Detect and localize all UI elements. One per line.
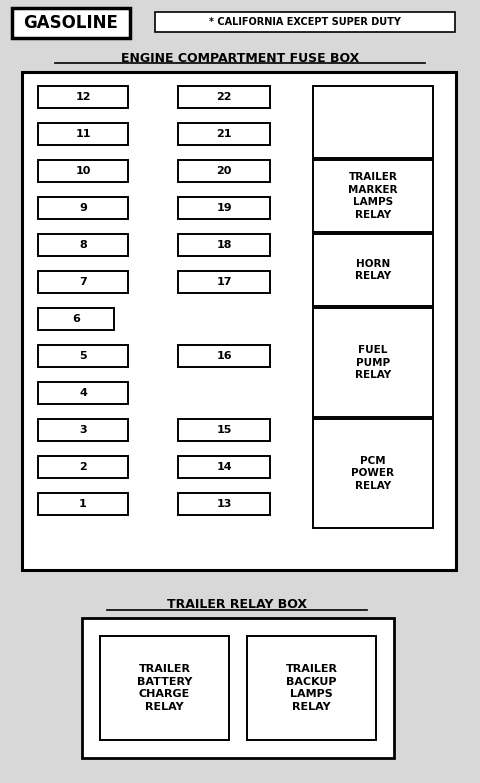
Text: 16: 16	[216, 351, 232, 361]
Text: 2: 2	[79, 462, 87, 472]
Bar	[38, 419, 128, 441]
Bar	[38, 493, 128, 515]
Bar	[38, 86, 128, 108]
Text: * CALIFORNIA EXCEPT SUPER DUTY: * CALIFORNIA EXCEPT SUPER DUTY	[209, 17, 401, 27]
Bar	[178, 197, 270, 219]
Bar	[38, 271, 128, 293]
Text: GASOLINE: GASOLINE	[24, 14, 119, 32]
Text: 13: 13	[216, 499, 232, 509]
Bar	[247, 636, 376, 740]
Text: 1: 1	[79, 499, 87, 509]
Text: 11: 11	[75, 129, 91, 139]
Bar	[38, 308, 114, 330]
Text: TRAILER RELAY BOX: TRAILER RELAY BOX	[167, 598, 307, 612]
Bar	[82, 618, 394, 758]
Text: TRAILER
BACKUP
LAMPS
RELAY: TRAILER BACKUP LAMPS RELAY	[286, 665, 337, 712]
Bar	[38, 456, 128, 478]
Bar	[178, 123, 270, 145]
Bar	[178, 86, 270, 108]
Text: FUEL
PUMP
RELAY: FUEL PUMP RELAY	[355, 345, 391, 380]
Bar	[313, 419, 433, 528]
Bar	[178, 345, 270, 367]
Text: 4: 4	[79, 388, 87, 398]
Bar	[100, 636, 229, 740]
Text: 10: 10	[75, 166, 91, 176]
Text: 9: 9	[79, 203, 87, 213]
Text: 6: 6	[72, 314, 80, 324]
Text: 20: 20	[216, 166, 232, 176]
Bar	[178, 419, 270, 441]
Bar	[38, 197, 128, 219]
Bar	[178, 493, 270, 515]
Text: ENGINE COMPARTMENT FUSE BOX: ENGINE COMPARTMENT FUSE BOX	[121, 52, 359, 64]
Bar	[38, 382, 128, 404]
Text: 21: 21	[216, 129, 232, 139]
Text: 19: 19	[216, 203, 232, 213]
Bar	[38, 123, 128, 145]
Bar	[178, 456, 270, 478]
Text: 15: 15	[216, 425, 232, 435]
Bar	[38, 234, 128, 256]
Text: 14: 14	[216, 462, 232, 472]
Text: TRAILER
MARKER
LAMPS
RELAY: TRAILER MARKER LAMPS RELAY	[348, 172, 398, 219]
Bar	[178, 234, 270, 256]
Bar	[22, 72, 456, 570]
Bar	[155, 12, 455, 32]
Bar	[313, 160, 433, 232]
Text: 17: 17	[216, 277, 232, 287]
Bar	[313, 234, 433, 306]
Bar	[38, 345, 128, 367]
Bar	[12, 8, 130, 38]
Bar	[38, 160, 128, 182]
Bar	[178, 271, 270, 293]
Bar	[178, 160, 270, 182]
Text: 5: 5	[79, 351, 87, 361]
Text: PCM
POWER
RELAY: PCM POWER RELAY	[351, 456, 395, 491]
Text: 3: 3	[79, 425, 87, 435]
Text: 8: 8	[79, 240, 87, 250]
Bar	[313, 308, 433, 417]
Text: 18: 18	[216, 240, 232, 250]
Text: HORN
RELAY: HORN RELAY	[355, 259, 391, 281]
Text: 7: 7	[79, 277, 87, 287]
Bar	[313, 86, 433, 158]
Text: 22: 22	[216, 92, 232, 102]
Text: 12: 12	[75, 92, 91, 102]
Text: TRAILER
BATTERY
CHARGE
RELAY: TRAILER BATTERY CHARGE RELAY	[137, 665, 192, 712]
